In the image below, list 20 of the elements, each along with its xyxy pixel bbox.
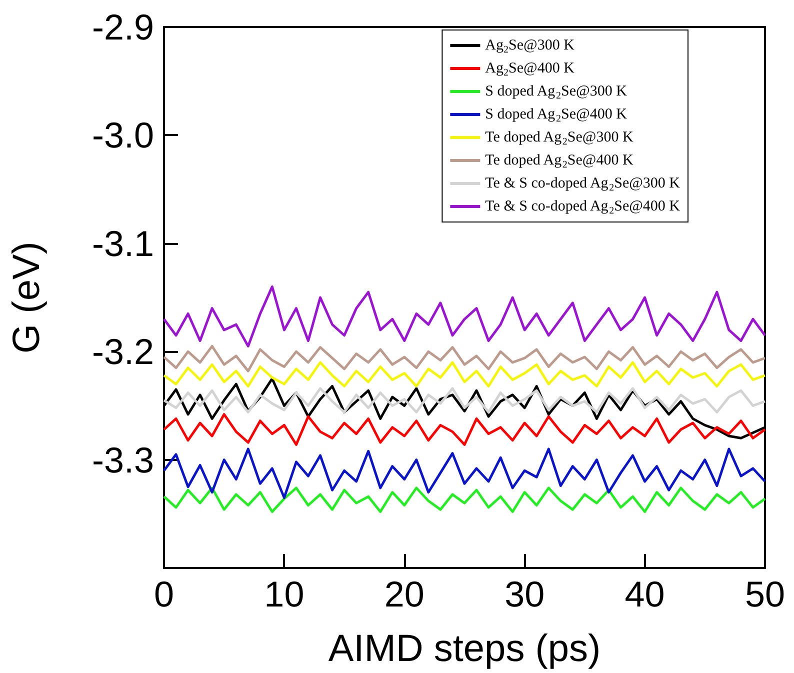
x-tick-label: 50 <box>744 574 786 614</box>
line-series <box>162 448 766 499</box>
x-tick-label: 20 <box>384 574 424 614</box>
x-tick-label: 0 <box>154 574 174 614</box>
x-tick-label: 10 <box>264 574 304 614</box>
line-series <box>162 387 766 414</box>
y-tick-label: -3.2 <box>92 331 154 372</box>
line-series <box>162 344 766 372</box>
line-series <box>162 285 766 348</box>
line-series <box>162 486 766 513</box>
line-series <box>162 413 766 446</box>
y-tick-label: -2.9 <box>92 6 154 48</box>
y-tick-label: -3.3 <box>92 439 154 480</box>
line-series <box>162 361 766 388</box>
x-tick-label: 30 <box>504 574 545 614</box>
y-tick-label: -3.1 <box>92 222 154 264</box>
y-axis-title: G (eV) <box>6 242 48 354</box>
y-tick-label: -3.0 <box>92 114 154 156</box>
x-tick-label: 40 <box>624 574 665 614</box>
x-axis-title: AIMD steps (ps) <box>328 628 601 670</box>
